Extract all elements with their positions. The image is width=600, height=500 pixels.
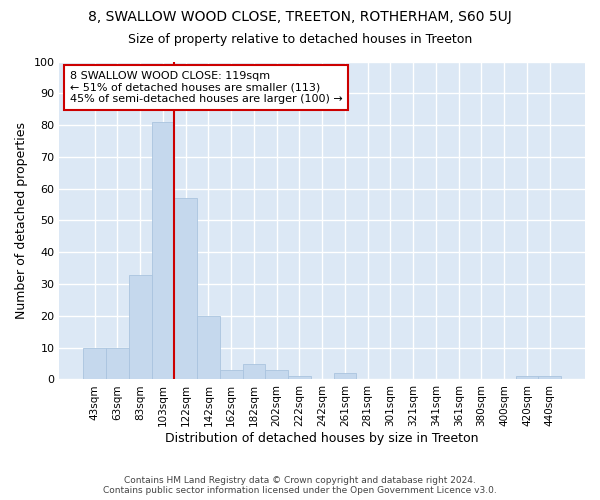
Bar [197, 316, 220, 380]
X-axis label: Distribution of detached houses by size in Treeton: Distribution of detached houses by size … [166, 432, 479, 445]
Bar [288, 376, 311, 380]
Text: 8, SWALLOW WOOD CLOSE, TREETON, ROTHERHAM, S60 5UJ: 8, SWALLOW WOOD CLOSE, TREETON, ROTHERHA… [88, 10, 512, 24]
Bar [83, 348, 106, 380]
Bar [538, 376, 561, 380]
Bar [265, 370, 288, 380]
Text: 8 SWALLOW WOOD CLOSE: 119sqm
← 51% of detached houses are smaller (113)
45% of s: 8 SWALLOW WOOD CLOSE: 119sqm ← 51% of de… [70, 71, 343, 104]
Bar [106, 348, 129, 380]
Bar [242, 364, 265, 380]
Bar [220, 370, 242, 380]
Text: Contains HM Land Registry data © Crown copyright and database right 2024.
Contai: Contains HM Land Registry data © Crown c… [103, 476, 497, 495]
Bar [515, 376, 538, 380]
Bar [152, 122, 175, 380]
Bar [175, 198, 197, 380]
Y-axis label: Number of detached properties: Number of detached properties [15, 122, 28, 319]
Text: Size of property relative to detached houses in Treeton: Size of property relative to detached ho… [128, 32, 472, 46]
Bar [334, 373, 356, 380]
Bar [129, 274, 152, 380]
